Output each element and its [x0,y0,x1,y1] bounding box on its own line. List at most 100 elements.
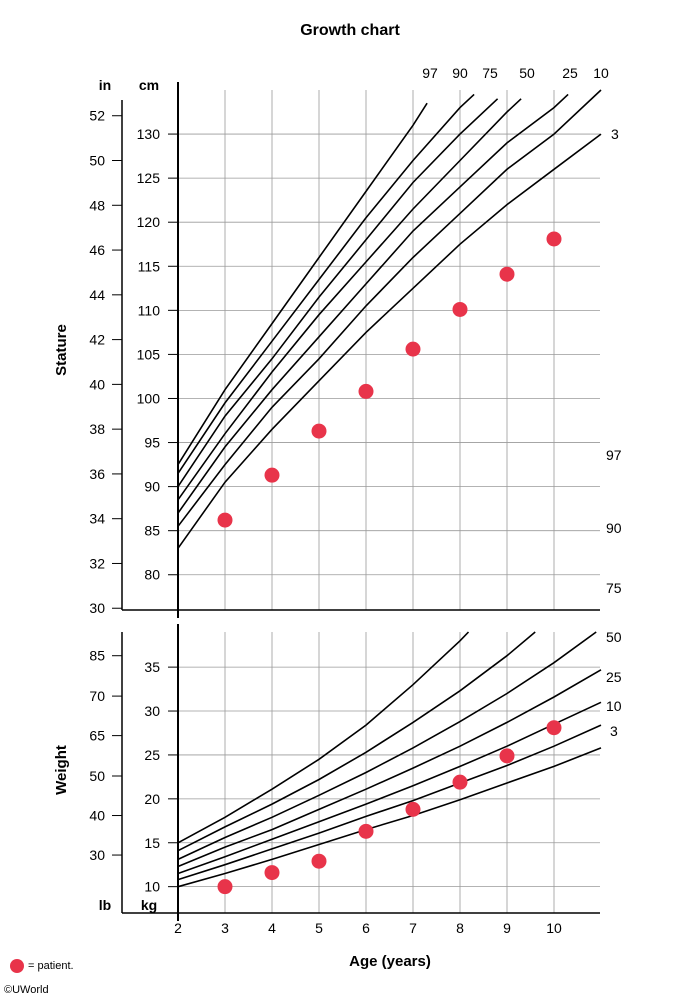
tick-label-kg: 10 [144,879,160,895]
tick-label-lb: 85 [89,648,105,664]
x-tick-label: 3 [221,920,229,936]
tick-label-in: 30 [89,600,105,616]
percentile-label: 10 [606,698,622,714]
percentile-25-curve [177,93,569,514]
percentile-75-curve [177,98,499,488]
tick-label-cm: 115 [138,258,161,274]
tick-label-cm: 125 [137,170,161,186]
patient-point [405,341,421,357]
tick-label-kg: 35 [144,659,160,675]
stature-panel: 80 85 90 95 100 105 110 115 120 125 130 30 32 34 36 38 4… [53,65,619,618]
percentile-90-curve [177,93,475,474]
tick-label-in: 46 [89,242,105,258]
patient-point [217,512,233,528]
percentile-label: 90 [452,65,468,81]
unit-label-left: in [99,77,111,93]
percentile-label: 50 [606,629,622,645]
percentile-label: 25 [562,65,578,81]
percentile-label: 97 [422,65,438,81]
tick-label-in: 52 [89,108,105,124]
tick-label-cm: 80 [144,567,160,583]
x-tick-label: 9 [503,920,511,936]
tick-label-cm: 90 [144,479,160,495]
percentile-label: 75 [606,580,622,596]
percentile-label: 75 [482,65,498,81]
percentile-3-curve [177,133,602,549]
x-tick-label: 2 [174,920,182,936]
tick-label-lb: 50 [89,768,105,784]
tick-label-in: 36 [89,466,105,482]
tick-label-cm: 130 [137,126,161,142]
patient-point [452,301,468,317]
patient-legend-label: = patient. [28,960,74,972]
tick-label-kg: 25 [144,747,160,763]
tick-label-lb: 65 [89,728,105,744]
percentile-10-curve [177,724,602,881]
percentile-25-curve [177,701,602,875]
percentile-label: 25 [606,669,622,685]
tick-label-cm: 95 [144,435,160,451]
x-tick-label: 10 [546,920,562,936]
patient-point [358,823,374,839]
y-axis-title: Weight [53,745,70,795]
y-axis-title: Stature [53,324,70,376]
patient-legend: = patient. [10,959,74,973]
percentile-50-curve [177,98,522,501]
unit-label-left: lb [99,897,111,913]
unit-label-right: kg [141,897,157,913]
patient-point [264,865,280,881]
tick-label-in: 42 [89,332,105,348]
tick-label-in: 40 [89,376,105,392]
x-tick-label: 7 [409,920,417,936]
percentile-3-curve [177,747,602,888]
x-tick-label: 4 [268,920,276,936]
percentile-50-curve [177,669,602,868]
copyright-notice: ©UWorld [4,984,49,996]
unit-label-right: cm [139,77,159,93]
patient-point [405,801,421,817]
percentile-label: 10 [593,65,609,81]
percentile-label: 3 [610,723,618,739]
weight-panel: 10 15 20 25 30 35 30 40 50 65 70 85 lb kg Weight 97 90 75… [53,447,622,921]
patient-point [546,720,562,736]
percentile-label: 50 [519,65,535,81]
x-axis-label: Age (years) [349,953,431,970]
tick-label-in: 50 [89,153,105,169]
patient-marker-icon [10,959,24,973]
patient-point [546,231,562,247]
percentile-label: 3 [611,126,619,142]
tick-label-cm: 100 [137,390,161,406]
percentile-label: 97 [606,447,622,463]
tick-label-kg: 20 [144,791,160,807]
patient-point [358,383,374,399]
percentile-97-curve [177,631,470,844]
tick-label-in: 38 [89,421,105,437]
tick-label-lb: 70 [89,688,105,704]
percentile-90-curve [177,631,536,852]
tick-label-kg: 15 [144,835,160,851]
x-tick-label: 5 [315,920,323,936]
patient-point [264,467,280,483]
patient-point [311,853,327,869]
tick-label-in: 34 [89,511,105,527]
patient-point [499,748,515,764]
percentile-10-curve [177,89,602,527]
tick-label-in: 48 [89,197,105,213]
tick-label-lb: 40 [89,808,105,824]
tick-label-kg: 30 [144,703,160,719]
tick-label-cm: 105 [137,346,161,362]
tick-label-in: 32 [89,555,105,571]
x-tick-label: 6 [362,920,370,936]
tick-label-lb: 30 [89,847,105,863]
chart-title: Growth chart [300,22,400,39]
patient-point [311,423,327,439]
tick-label-in: 44 [89,287,105,303]
patient-point [217,879,233,895]
tick-label-cm: 85 [144,523,160,539]
tick-label-cm: 110 [138,302,161,318]
percentile-label: 90 [606,520,622,536]
x-tick-label: 8 [456,920,464,936]
percentile-75-curve [177,631,597,861]
patient-point [452,774,468,790]
